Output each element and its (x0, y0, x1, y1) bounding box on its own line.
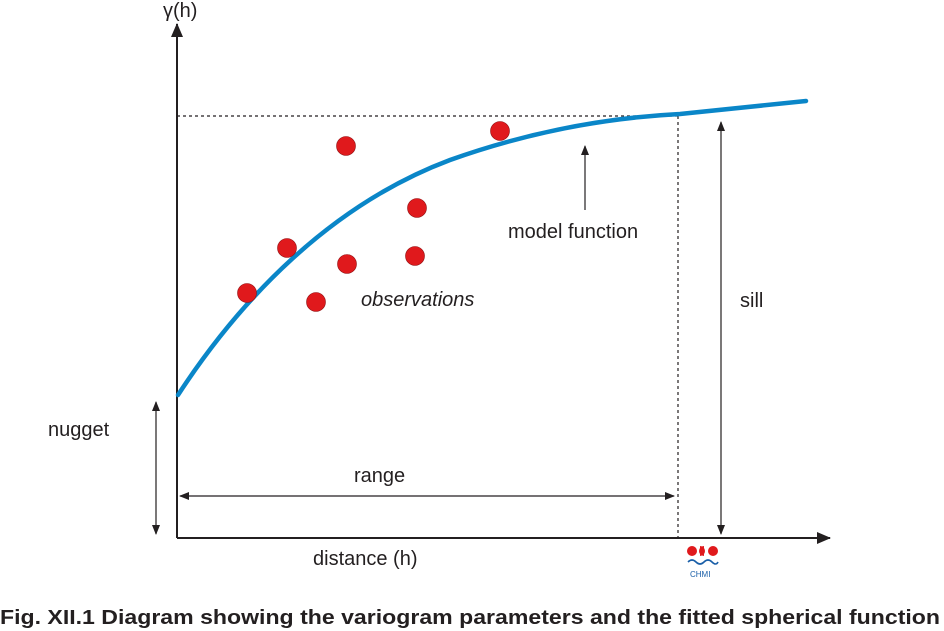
model-function-curve (175, 98, 809, 398)
model-function-label: model function (508, 221, 638, 243)
logo-wave (687, 559, 719, 565)
observation-point (337, 254, 357, 274)
observations-label: observations (361, 289, 474, 311)
observation-points (237, 121, 510, 312)
nugget-label: nugget (48, 419, 110, 441)
observation-point (277, 238, 297, 258)
chmi-logo: CHMI (687, 546, 719, 579)
y-axis-label: γ(h) (163, 0, 197, 22)
logo-dot-right (708, 546, 718, 556)
observation-point (405, 246, 425, 266)
observation-point (407, 198, 427, 218)
figure-caption: Fig. XII.1 Diagram showing the variogram… (0, 607, 940, 629)
logo-dot-left (687, 546, 697, 556)
observation-point (237, 283, 257, 303)
x-axis-label: distance (h) (313, 548, 418, 570)
logo-half-dot (699, 546, 704, 556)
logo-text: CHMI (690, 570, 710, 579)
range-label: range (354, 465, 405, 487)
observation-point (336, 136, 356, 156)
observation-point (490, 121, 510, 141)
sill-label: sill (740, 290, 763, 312)
observation-point (306, 292, 326, 312)
